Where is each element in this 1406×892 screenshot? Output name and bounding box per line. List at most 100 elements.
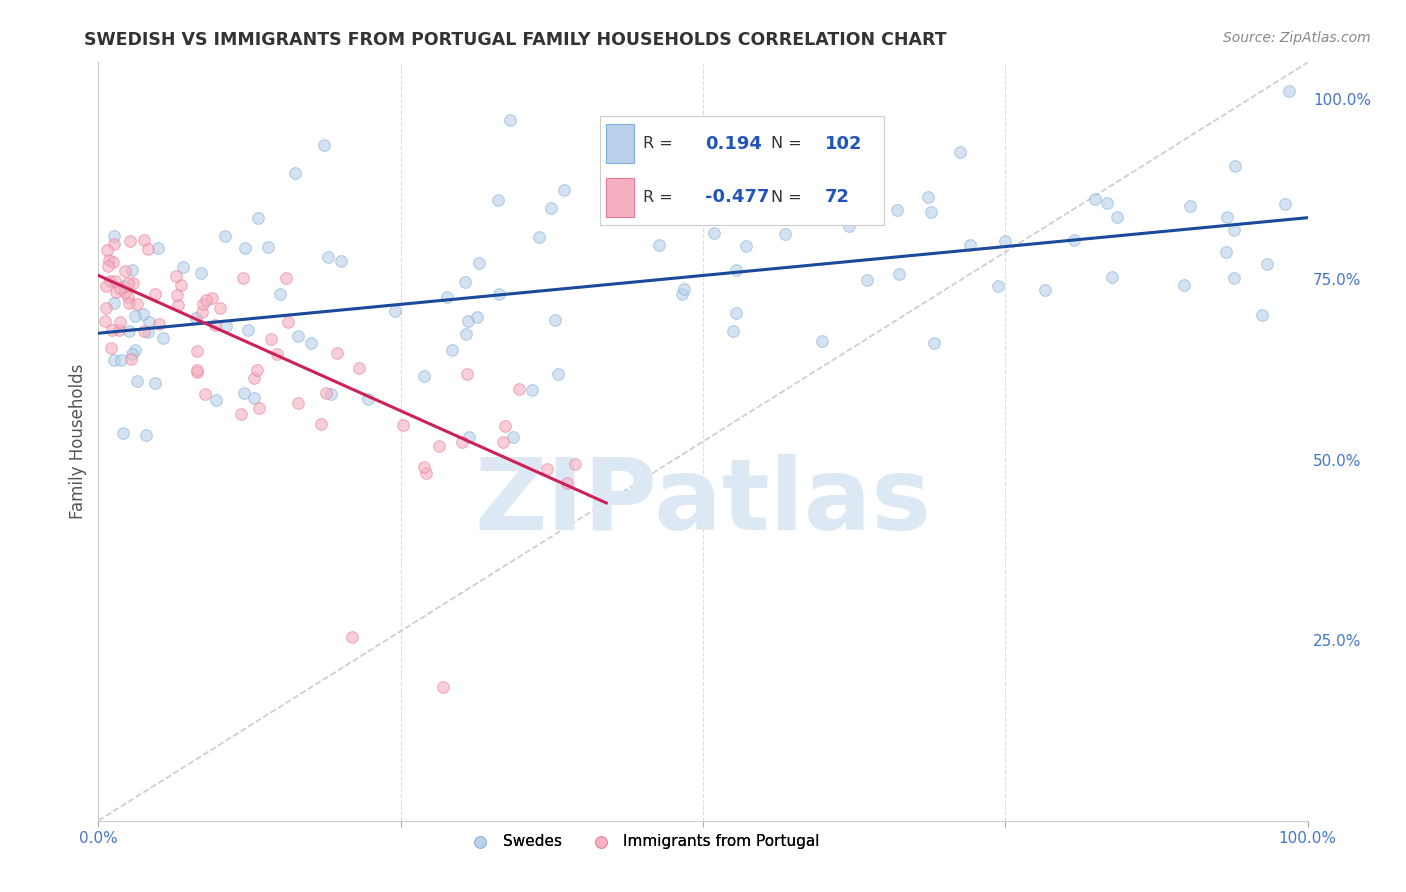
Point: [498, 113, 520, 128]
Point: [1097, 195, 1119, 210]
Point: [269, 287, 291, 301]
Point: [540, 201, 562, 215]
Point: [214, 228, 236, 243]
Point: [94, 301, 117, 315]
Point: [329, 253, 352, 268]
Point: [132, 233, 155, 247]
Point: [536, 462, 558, 476]
Point: [125, 374, 148, 388]
Point: [104, 285, 127, 300]
Point: [488, 286, 510, 301]
Point: [502, 430, 524, 444]
Point: [778, 195, 800, 210]
Point: [1063, 233, 1085, 247]
Point: [100, 341, 122, 355]
Point: [121, 276, 143, 290]
Point: [136, 326, 159, 340]
Point: [553, 183, 575, 197]
Point: [494, 418, 516, 433]
Point: [117, 290, 139, 304]
Point: [98, 253, 121, 268]
Point: [96, 243, 118, 257]
Text: SWEDISH VS IMMIGRANTS FROM PORTUGAL FAMILY HOUSEHOLDS CORRELATION CHART: SWEDISH VS IMMIGRANTS FROM PORTUGAL FAMI…: [84, 31, 948, 49]
Point: [194, 293, 217, 308]
Point: [138, 315, 160, 329]
Point: [1033, 283, 1056, 297]
Point: [143, 376, 166, 390]
Point: [152, 331, 174, 345]
Point: [544, 312, 567, 326]
Point: [315, 386, 337, 401]
Point: [342, 630, 364, 644]
Point: [103, 296, 125, 310]
Point: [172, 260, 194, 274]
Point: [108, 323, 131, 337]
Point: [167, 298, 190, 312]
Point: [127, 296, 149, 310]
Point: [724, 263, 747, 277]
Point: [243, 391, 266, 405]
Point: [384, 304, 406, 318]
Point: [114, 264, 136, 278]
Point: [325, 346, 347, 360]
Point: [245, 363, 267, 377]
Point: [260, 332, 283, 346]
Point: [486, 193, 509, 207]
Point: [103, 228, 125, 243]
Point: [247, 401, 270, 415]
Point: [229, 407, 252, 421]
Point: [987, 279, 1010, 293]
Point: [277, 315, 299, 329]
Point: [186, 343, 208, 358]
Point: [186, 363, 208, 377]
Point: [114, 285, 136, 299]
Point: [1084, 192, 1107, 206]
Point: [186, 365, 208, 379]
Point: [1223, 223, 1246, 237]
Point: [1274, 197, 1296, 211]
Point: [190, 266, 212, 280]
Point: [103, 353, 125, 368]
Point: [1173, 277, 1195, 292]
Point: [104, 274, 127, 288]
Point: [236, 323, 259, 337]
Point: [247, 211, 270, 225]
Point: [415, 466, 437, 480]
Point: [465, 310, 488, 324]
Point: [456, 368, 478, 382]
Point: [97, 259, 120, 273]
Point: [208, 301, 231, 315]
Point: [103, 237, 125, 252]
Point: [412, 369, 434, 384]
Point: [1107, 210, 1129, 224]
Point: [922, 336, 945, 351]
Point: [1278, 84, 1301, 98]
Point: [1251, 308, 1274, 322]
Point: [321, 387, 343, 401]
Point: [948, 145, 970, 159]
Point: [775, 227, 797, 241]
Point: [1225, 159, 1247, 173]
Point: [886, 203, 908, 218]
Point: [703, 226, 725, 240]
Point: [603, 207, 626, 221]
Point: [124, 343, 146, 357]
Text: Source: ZipAtlas.com: Source: ZipAtlas.com: [1223, 31, 1371, 45]
Legend: Swedes, Immigrants from Portugal: Swedes, Immigrants from Portugal: [458, 828, 827, 855]
Point: [357, 392, 380, 407]
Point: [735, 238, 758, 252]
Point: [672, 282, 695, 296]
Point: [117, 276, 139, 290]
Point: [730, 186, 752, 200]
Point: [838, 219, 860, 234]
Point: [110, 281, 132, 295]
Point: [256, 240, 278, 254]
Point: [108, 315, 131, 329]
Point: [547, 367, 569, 381]
Point: [441, 343, 464, 357]
Point: [1216, 210, 1239, 224]
Point: [184, 311, 207, 326]
Point: [887, 267, 910, 281]
Point: [454, 275, 477, 289]
Point: [458, 430, 481, 444]
